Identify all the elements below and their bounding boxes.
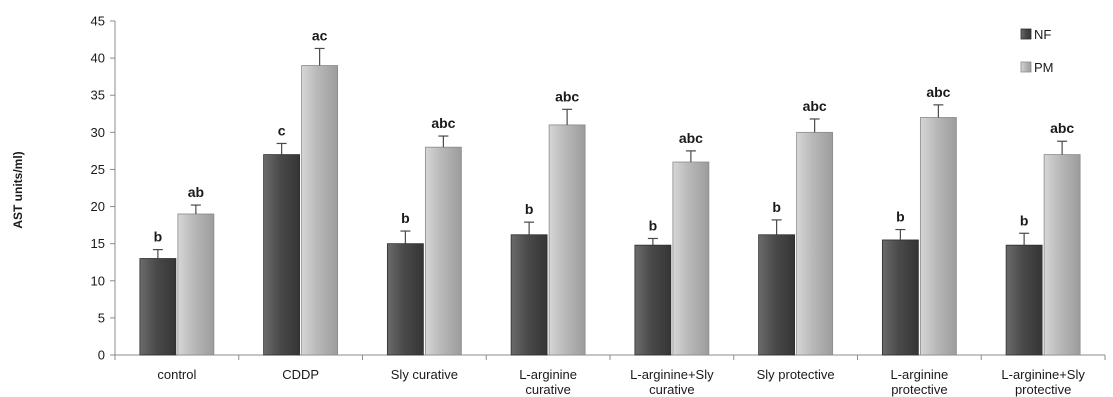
- bar-nf-1: [264, 155, 300, 355]
- y-tick-label: 35: [91, 88, 105, 103]
- x-tick-label: curative: [649, 382, 695, 397]
- bar-pm-2: [425, 147, 461, 355]
- x-tick-label: L-arginine+Sly: [1001, 367, 1085, 382]
- significance-label: abc: [803, 98, 827, 114]
- bar-nf-2: [387, 244, 423, 355]
- x-tick-label: protective: [1015, 382, 1071, 397]
- y-tick-label: 40: [91, 51, 105, 66]
- x-tick-label: control: [157, 367, 196, 382]
- y-tick-label: 15: [91, 236, 105, 251]
- bar-nf-3: [511, 235, 547, 355]
- significance-label: b: [649, 217, 658, 233]
- x-tick-label: L-arginine+Sly: [630, 367, 714, 382]
- y-tick-label: 25: [91, 162, 105, 177]
- legend-label-nf: NF: [1034, 27, 1051, 42]
- y-axis-label: AST units/ml): [11, 151, 25, 228]
- legend: NF PM: [1021, 27, 1054, 75]
- significance-label: b: [896, 209, 905, 225]
- bar-pm-0: [178, 214, 214, 355]
- x-tick-label: Sly curative: [391, 367, 458, 382]
- bar-nf-4: [635, 245, 671, 355]
- significance-label: b: [525, 201, 534, 217]
- y-axis: 0 5 10 15 20 25 30 35 40 45: [91, 14, 115, 363]
- x-tick-label: Sly protective: [757, 367, 835, 382]
- significance-label: abc: [679, 130, 703, 146]
- x-axis: control CDDP Sly curative L-argininecurativ…: [115, 355, 1105, 397]
- x-tick-label: curative: [525, 382, 571, 397]
- bar-pm-3: [549, 125, 585, 355]
- significance-label: c: [278, 122, 286, 138]
- x-tick-label: L-arginine: [519, 367, 577, 382]
- y-tick-label: 45: [91, 14, 105, 29]
- bar-nf-0: [140, 259, 176, 355]
- significance-label: b: [772, 199, 781, 215]
- significance-label: b: [401, 210, 410, 226]
- bar-nf-6: [882, 240, 918, 355]
- significance-label: abc: [555, 88, 579, 104]
- legend-swatch-pm: [1021, 62, 1031, 72]
- bar-pm-1: [302, 66, 338, 355]
- significance-label: abc: [1050, 120, 1074, 136]
- bar-pm-5: [797, 132, 833, 355]
- x-tick-label: CDDP: [282, 367, 319, 382]
- x-tick-label: L-arginine: [890, 367, 948, 382]
- y-tick-label: 20: [91, 199, 105, 214]
- y-tick-label: 10: [91, 273, 105, 288]
- significance-label: b: [154, 229, 163, 245]
- bar-nf-7: [1006, 245, 1042, 355]
- legend-label-pm: PM: [1034, 60, 1054, 75]
- significance-label: b: [1020, 212, 1029, 228]
- y-tick-label: 5: [98, 310, 105, 325]
- y-tick-label: 30: [91, 125, 105, 140]
- bar-pm-7: [1044, 155, 1080, 355]
- legend-swatch-nf: [1021, 29, 1031, 39]
- significance-label: ac: [312, 27, 328, 43]
- significance-label: abc: [431, 115, 455, 131]
- significance-label: abc: [926, 84, 950, 100]
- x-tick-label: protective: [891, 382, 947, 397]
- bar-pm-6: [920, 117, 956, 355]
- bar-pm-4: [673, 162, 709, 355]
- significance-label: ab: [188, 184, 204, 200]
- bar-nf-5: [759, 235, 795, 355]
- y-tick-label: 0: [98, 348, 105, 363]
